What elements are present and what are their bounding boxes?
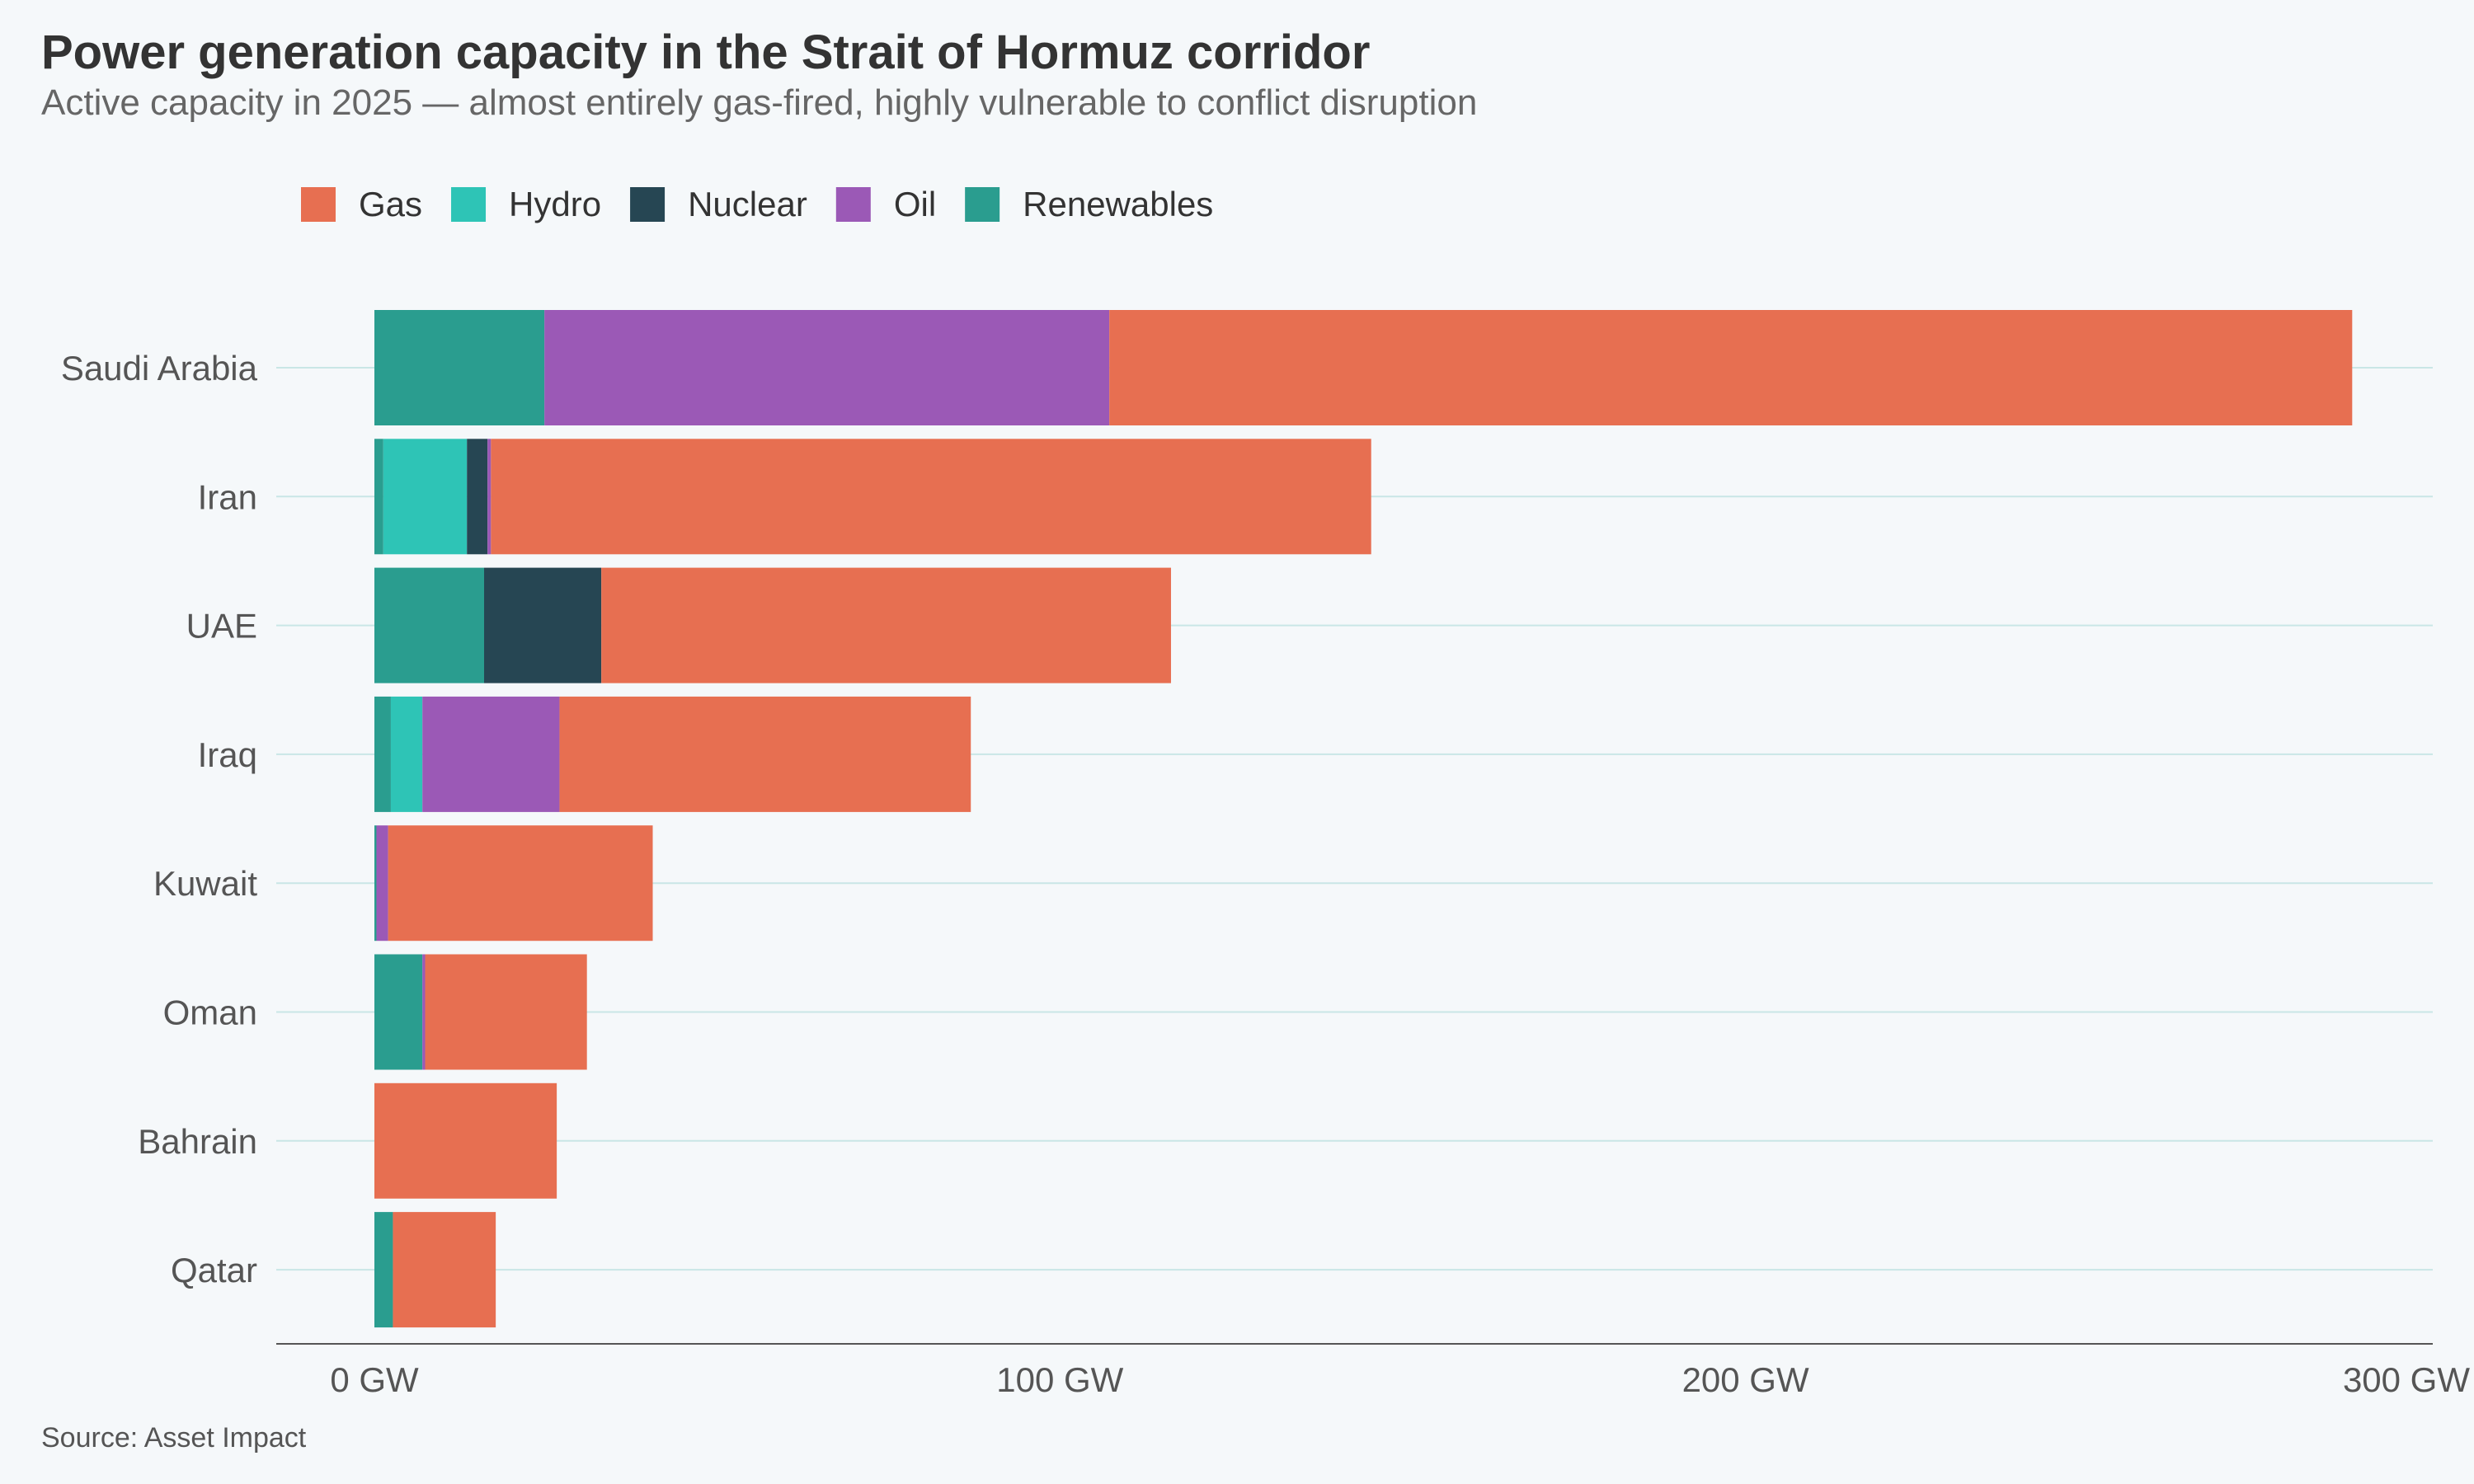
- bar-uae-renewables: [374, 567, 485, 683]
- category-label: Oman: [163, 993, 257, 1032]
- bars: [374, 310, 2353, 1328]
- legend-swatch-nuclear: [630, 187, 666, 222]
- bar-iraq-renewables: [374, 696, 391, 812]
- legend-swatch-renewables: [965, 187, 1000, 222]
- bar-oman-gas: [425, 954, 587, 1070]
- legend-swatch-hydro: [451, 187, 487, 222]
- x-tick-label: 100 GW: [996, 1360, 1123, 1399]
- category-label: Iraq: [198, 735, 257, 774]
- x-tick-label: 300 GW: [2343, 1360, 2470, 1399]
- legend-label-gas: Gas: [359, 185, 422, 223]
- bar-kuwait-gas: [388, 825, 653, 942]
- x-tick-labels: 0 GW 100 GW 200 GW 300 GW: [330, 1360, 2470, 1399]
- bar-iran-oil: [487, 439, 492, 555]
- bar-iran-nuclear: [467, 439, 488, 555]
- category-labels: Saudi Arabia Iran UAE Iraq Kuwait Oman Bahrain…: [61, 349, 258, 1289]
- bar-oman-renewables: [374, 954, 423, 1070]
- legend-swatch-gas: [301, 187, 336, 222]
- bar-iran-gas: [491, 439, 1371, 555]
- category-label: UAE: [186, 607, 257, 646]
- legend-label-hydro: Hydro: [509, 185, 601, 223]
- bar-iraq-oil: [422, 696, 560, 812]
- bar-iraq-gas: [559, 696, 971, 812]
- legend-label-oil: Oil: [894, 185, 936, 223]
- legend-swatch-oil: [835, 187, 871, 222]
- bar-kuwait-renewables: [374, 825, 377, 942]
- legend-label-nuclear: Nuclear: [688, 185, 807, 223]
- category-label: Saudi Arabia: [61, 349, 258, 387]
- bar-saudi-arabia-renewables: [374, 310, 545, 425]
- bar-iraq-hydro: [390, 696, 423, 812]
- bar-bahrain-gas: [374, 1082, 557, 1199]
- x-tick-label: 0 GW: [330, 1360, 419, 1399]
- legend-label-renewables: Renewables: [1023, 185, 1213, 223]
- chart-subtitle: Active capacity in 2025 — almost entirel…: [41, 82, 1478, 123]
- x-tick-label: 200 GW: [1682, 1360, 1809, 1399]
- bar-qatar-gas: [393, 1212, 496, 1328]
- bar-saudi-arabia-oil: [544, 310, 1110, 425]
- legend: Gas Hydro Nuclear Oil Renewables: [301, 185, 1213, 223]
- category-label: Bahrain: [138, 1122, 257, 1161]
- bar-saudi-arabia-gas: [1109, 310, 2353, 425]
- bar-uae-nuclear: [484, 567, 602, 683]
- bar-iran-renewables: [374, 439, 383, 555]
- bar-qatar-renewables: [374, 1212, 393, 1328]
- bar-uae-gas: [601, 567, 1171, 683]
- bar-iran-hydro: [383, 439, 468, 555]
- bar-kuwait-oil: [376, 825, 388, 942]
- category-label: Iran: [198, 477, 257, 516]
- category-label: Kuwait: [153, 864, 257, 903]
- source-note: Source: Asset Impact: [41, 1422, 307, 1453]
- chart-title: Power generation capacity in the Strait …: [41, 26, 1371, 79]
- bar-oman-oil: [422, 954, 426, 1070]
- category-label: Qatar: [171, 1251, 257, 1289]
